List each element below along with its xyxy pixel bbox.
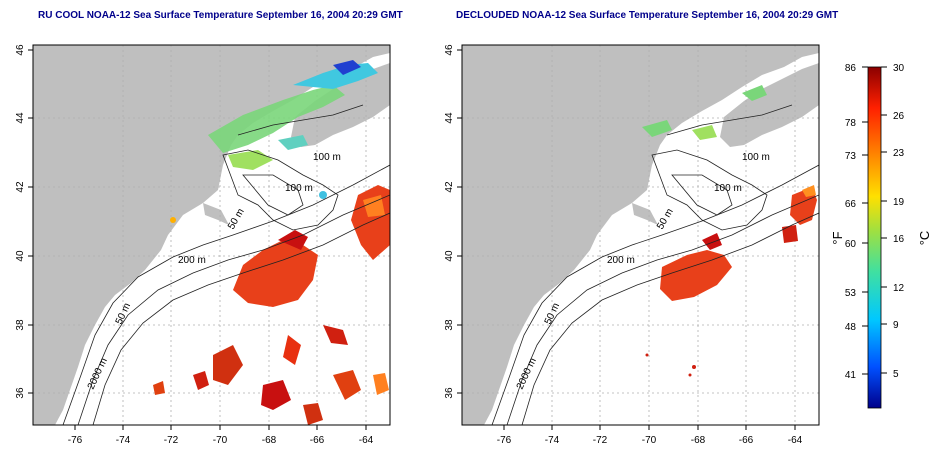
c-tick-label: 23 bbox=[893, 148, 905, 159]
c-tick-label: 5 bbox=[893, 369, 899, 380]
c-tick-label: 16 bbox=[893, 234, 905, 245]
y-tick-label: 36 bbox=[15, 387, 26, 399]
right-y-axis: 36 38 40 42 44 46 bbox=[444, 44, 455, 399]
left-map-title: RU COOL NOAA-12 Sea Surface Temperature … bbox=[38, 10, 403, 21]
left-warm-sst-patches bbox=[153, 185, 390, 425]
x-tick-label: -72 bbox=[593, 435, 608, 446]
x-tick-label: -76 bbox=[497, 435, 512, 446]
x-tick-label: -70 bbox=[642, 435, 657, 446]
celsius-unit-label: °C bbox=[917, 231, 932, 246]
contour-label-200m: 200 m bbox=[178, 255, 206, 266]
y-tick-label: 40 bbox=[444, 250, 455, 262]
y-tick-label: 38 bbox=[444, 319, 455, 331]
y-tick-label: 44 bbox=[444, 112, 455, 124]
right-cool-sst-patches bbox=[642, 85, 767, 140]
right-x-axis: -76 -74 -72 -70 -68 -66 -64 bbox=[497, 435, 803, 446]
c-tick-label: 12 bbox=[893, 283, 905, 294]
f-tick-label: 53 bbox=[845, 288, 857, 299]
y-tick-label: 36 bbox=[444, 387, 455, 399]
contour-label-200m: 200 m bbox=[607, 255, 635, 266]
y-tick-label: 44 bbox=[15, 112, 26, 124]
left-bathymetry-contours bbox=[62, 104, 390, 425]
colorbar-gradient bbox=[867, 66, 882, 409]
contour-label-100m-b: 100 m bbox=[714, 183, 742, 194]
f-tick-label: 66 bbox=[845, 199, 857, 210]
x-tick-label: -74 bbox=[545, 435, 560, 446]
colorbar-fahrenheit-ticks: 86 78 73 66 60 53 48 41 bbox=[845, 63, 857, 381]
f-tick-label: 60 bbox=[845, 239, 857, 250]
c-tick-label: 30 bbox=[893, 63, 905, 74]
x-tick-label: -66 bbox=[739, 435, 754, 446]
right-map-title: DECLOUDED NOAA-12 Sea Surface Temperatur… bbox=[456, 10, 839, 21]
x-tick-label: -66 bbox=[310, 435, 325, 446]
left-cool-sst-patches bbox=[170, 60, 378, 223]
f-tick-label: 41 bbox=[845, 370, 857, 381]
left-map-panel: 100 m 100 m 50 m 200 m 50 m 2000 m -76 -… bbox=[15, 44, 391, 446]
left-map-frame bbox=[32, 44, 391, 426]
left-x-axis: -76 -74 -72 -70 -68 -66 -64 bbox=[68, 435, 374, 446]
y-tick-label: 38 bbox=[15, 319, 26, 331]
f-tick-label: 86 bbox=[845, 63, 857, 74]
c-tick-label: 9 bbox=[893, 320, 899, 331]
right-bathymetry-contours bbox=[491, 104, 819, 425]
y-tick-label: 40 bbox=[15, 250, 26, 262]
x-tick-label: -64 bbox=[359, 435, 374, 446]
y-tick-label: 46 bbox=[444, 44, 455, 56]
left-y-axis: 36 38 40 42 44 46 bbox=[15, 44, 26, 399]
f-tick-label: 48 bbox=[845, 322, 857, 333]
x-tick-label: -74 bbox=[116, 435, 131, 446]
y-tick-label: 42 bbox=[15, 181, 26, 193]
c-tick-label: 26 bbox=[893, 111, 905, 122]
f-tick-label: 78 bbox=[845, 118, 857, 129]
colorbar: 86 78 73 66 60 53 48 41 30 26 23 19 16 1… bbox=[830, 63, 932, 409]
right-map-frame bbox=[461, 44, 820, 426]
x-tick-label: -64 bbox=[788, 435, 803, 446]
x-tick-label: -76 bbox=[68, 435, 83, 446]
fahrenheit-unit-label: °F bbox=[830, 231, 845, 244]
x-tick-label: -68 bbox=[691, 435, 706, 446]
y-tick-label: 46 bbox=[15, 44, 26, 56]
contour-label-100m-a: 100 m bbox=[742, 152, 770, 163]
x-tick-label: -70 bbox=[213, 435, 228, 446]
x-tick-label: -72 bbox=[164, 435, 179, 446]
colorbar-celsius-ticks: 30 26 23 19 16 12 9 5 bbox=[893, 63, 905, 380]
f-tick-label: 73 bbox=[845, 151, 857, 162]
contour-label-100m-a: 100 m bbox=[313, 152, 341, 163]
right-warm-sst-patches bbox=[645, 185, 817, 377]
contour-label-100m-b: 100 m bbox=[285, 183, 313, 194]
y-tick-label: 42 bbox=[444, 181, 455, 193]
x-tick-label: -68 bbox=[262, 435, 277, 446]
c-tick-label: 19 bbox=[893, 197, 905, 208]
right-map-panel: 100 m 100 m 50 m 200 m 50 m 2000 m -76 -… bbox=[444, 44, 820, 446]
